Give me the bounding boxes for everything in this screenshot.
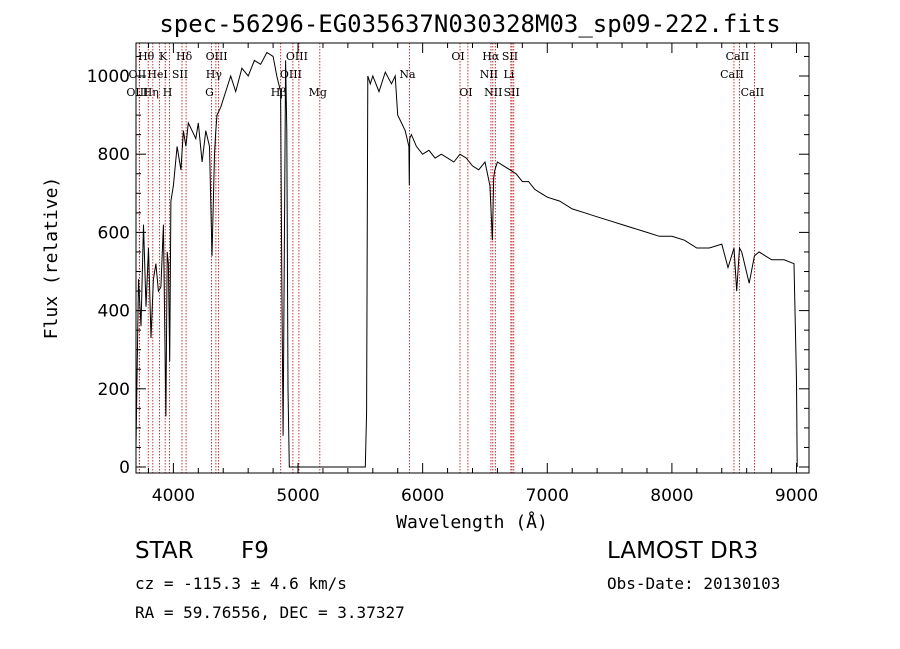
line-label-8: H bbox=[163, 86, 173, 99]
line-label-9: OIII bbox=[206, 50, 228, 63]
line-label-12: OIII bbox=[286, 50, 308, 63]
x-tick-label: 5000 bbox=[276, 486, 319, 506]
line-label-0: Hθ bbox=[138, 50, 155, 63]
x-axis-label: Wavelength (Å) bbox=[396, 511, 548, 533]
line-label-27: CaII bbox=[741, 86, 765, 99]
line-label-13: OIII bbox=[280, 68, 302, 81]
line-label-15: Mg bbox=[309, 86, 327, 99]
redshift-cz: cz = -115.3 ± 4.6 km/s bbox=[135, 574, 347, 593]
x-tick-label: 9000 bbox=[775, 486, 818, 506]
line-label-3: OII bbox=[129, 68, 147, 81]
line-label-23: NII bbox=[484, 86, 502, 99]
y-tick-label: 0 bbox=[119, 458, 130, 478]
x-tick-label: 4000 bbox=[152, 486, 195, 506]
y-axis-label: Flux (relative) bbox=[41, 177, 62, 340]
line-label-1: K bbox=[159, 50, 168, 63]
line-label-19: Hα bbox=[482, 50, 500, 63]
line-label-24: SII bbox=[504, 86, 520, 99]
spectrum-line bbox=[135, 51, 798, 468]
line-label-10: Hγ bbox=[206, 68, 223, 81]
y-tick-label: 200 bbox=[98, 380, 130, 400]
y-tick-label: 800 bbox=[98, 145, 130, 165]
y-axis-ticks: 0 200 400 600 800 1000 bbox=[87, 55, 809, 478]
ra-dec: RA = 59.76556, DEC = 3.37327 bbox=[135, 603, 405, 622]
chart-title: spec-56296-EG035637N030328M03_sp09-222.f… bbox=[159, 10, 780, 38]
y-tick-label: 400 bbox=[98, 302, 130, 322]
line-label-18: OI bbox=[459, 86, 472, 99]
spectral-line-markers bbox=[138, 43, 755, 473]
x-tick-label: 6000 bbox=[401, 486, 444, 506]
observation-date: Obs-Date: 20130103 bbox=[607, 574, 781, 593]
x-axis-ticks: 4000 5000 6000 7000 8000 9000 bbox=[147, 43, 818, 506]
line-label-26: CaII bbox=[720, 68, 744, 81]
x-tick-label: 8000 bbox=[650, 486, 693, 506]
line-label-20: SII bbox=[502, 50, 518, 63]
y-tick-label: 600 bbox=[98, 223, 130, 243]
object-subclass: F9 bbox=[241, 538, 269, 564]
object-class: STAR bbox=[135, 538, 194, 564]
y-tick-label: 1000 bbox=[87, 67, 130, 87]
plot-frame bbox=[135, 42, 810, 474]
line-label-16: Na bbox=[399, 68, 416, 81]
line-label-2: Hδ bbox=[176, 50, 193, 63]
line-label-4: HeI bbox=[147, 68, 167, 81]
line-label-14: Hβ bbox=[271, 86, 287, 99]
x-tick-label: 7000 bbox=[526, 486, 569, 506]
line-label-6: OIII bbox=[126, 86, 148, 99]
line-label-25: CaII bbox=[726, 50, 750, 63]
line-label-11: G bbox=[205, 86, 214, 99]
line-label-7: Hη bbox=[143, 86, 159, 99]
line-label-21: NII bbox=[480, 68, 498, 81]
line-label-22: Li bbox=[503, 68, 514, 81]
survey-name: LAMOST DR3 bbox=[607, 538, 759, 564]
line-label-17: OI bbox=[451, 50, 464, 63]
line-label-5: SII bbox=[172, 68, 188, 81]
